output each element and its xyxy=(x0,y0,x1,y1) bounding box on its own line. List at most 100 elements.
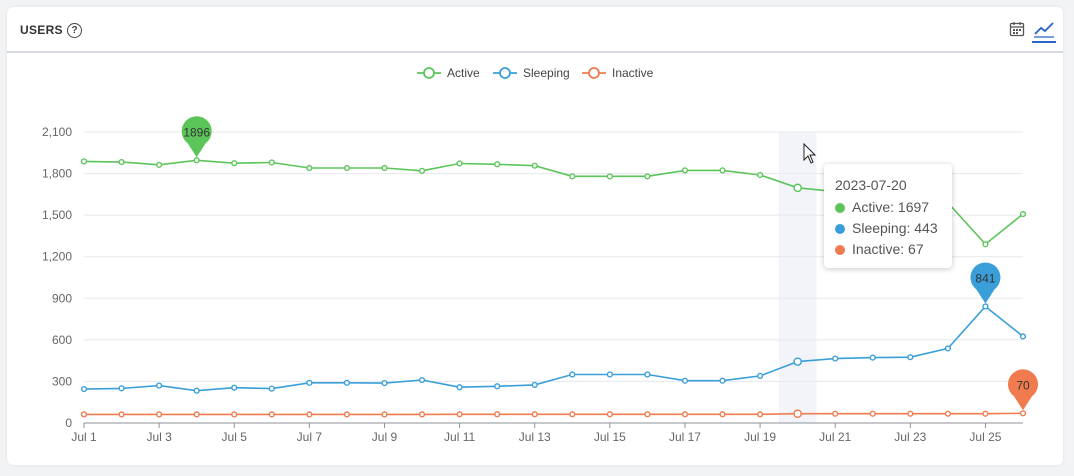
data-point-sleeping[interactable] xyxy=(80,385,88,393)
data-point-sleeping[interactable] xyxy=(756,372,764,379)
data-point-inactive[interactable] xyxy=(719,411,726,418)
calendar-icon[interactable] xyxy=(1009,21,1027,39)
data-point-inactive[interactable] xyxy=(418,411,426,418)
data-point-sleeping[interactable] xyxy=(832,355,839,362)
data-point-inactive[interactable] xyxy=(569,411,576,418)
max-pin-sleeping xyxy=(970,262,1001,304)
data-point-active[interactable] xyxy=(231,160,238,167)
data-point-sleeping[interactable] xyxy=(606,371,613,378)
data-point-inactive[interactable] xyxy=(306,411,313,418)
data-point-sleeping[interactable] xyxy=(118,385,125,392)
data-point-sleeping[interactable] xyxy=(456,384,463,391)
data-point-inactive[interactable] xyxy=(381,411,388,418)
data-point-sleeping[interactable] xyxy=(231,384,238,391)
data-point-active[interactable] xyxy=(118,158,125,166)
data-point-active[interactable] xyxy=(1019,210,1027,218)
chart-tooltip: 2023-07-20 Active: 1697 Sleeping: 443 In… xyxy=(824,164,952,268)
data-point-sleeping[interactable] xyxy=(306,379,313,386)
tooltip-row-sleeping: Sleeping: 443 xyxy=(835,220,938,238)
data-point-inactive[interactable] xyxy=(907,410,914,417)
data-point-inactive[interactable] xyxy=(193,411,200,418)
data-point-active[interactable] xyxy=(756,171,764,179)
tooltip-sleeping-label: Sleeping: 443 xyxy=(852,220,938,236)
legend-label-active[interactable]: Active xyxy=(447,66,480,80)
y-tick-label: 1,200 xyxy=(42,250,72,264)
data-point-active[interactable] xyxy=(719,167,726,174)
data-point-sleeping[interactable] xyxy=(381,379,388,387)
data-point-active[interactable] xyxy=(982,241,989,248)
data-point-sleeping[interactable] xyxy=(156,382,163,389)
data-point-inactive[interactable] xyxy=(944,410,951,417)
data-point-inactive[interactable] xyxy=(644,411,651,418)
data-point-sleeping[interactable] xyxy=(869,354,876,361)
help-icon[interactable]: ? xyxy=(67,23,82,38)
data-point-active[interactable] xyxy=(156,161,163,168)
data-point-sleeping[interactable] xyxy=(719,377,726,384)
hover-highlight-band xyxy=(778,132,817,423)
data-point-inactive[interactable] xyxy=(531,411,538,418)
data-point-sleeping[interactable] xyxy=(681,377,689,384)
max-pin-label-sleeping: 841 xyxy=(975,271,995,285)
data-point-active[interactable] xyxy=(569,173,576,180)
data-point-inactive[interactable] xyxy=(832,410,839,417)
data-point-sleeping[interactable] xyxy=(982,303,989,310)
legend-label-sleeping[interactable]: Sleeping xyxy=(523,66,570,80)
data-point-inactive[interactable] xyxy=(869,410,876,417)
series-line-sleeping xyxy=(83,305,1024,392)
data-point-active[interactable] xyxy=(343,164,351,172)
y-tick-label: 300 xyxy=(52,374,72,388)
inactive-dot-icon xyxy=(835,245,845,255)
legend-marker-inactive[interactable] xyxy=(588,67,600,79)
card-header: USERS ? xyxy=(7,7,1063,53)
data-point-inactive[interactable] xyxy=(231,411,238,418)
legend-label-inactive[interactable]: Inactive xyxy=(612,66,654,80)
data-point-inactive[interactable] xyxy=(681,411,689,418)
data-point-sleeping[interactable] xyxy=(644,371,651,378)
data-point-inactive[interactable] xyxy=(456,411,463,418)
data-point-active[interactable] xyxy=(644,173,651,180)
data-point-sleeping[interactable] xyxy=(1019,333,1027,340)
data-point-inactive[interactable] xyxy=(118,411,125,418)
data-point-active[interactable] xyxy=(456,160,463,167)
data-point-active[interactable] xyxy=(494,161,501,168)
data-point-inactive[interactable] xyxy=(343,411,351,418)
x-tick-label: Jul 23 xyxy=(894,430,926,444)
data-point-inactive[interactable] xyxy=(80,411,88,418)
data-point-active[interactable] xyxy=(531,162,538,169)
data-point-inactive[interactable] xyxy=(982,410,989,417)
data-point-sleeping[interactable] xyxy=(793,357,802,366)
data-point-active[interactable] xyxy=(381,164,388,172)
max-pin-label-active: 1896 xyxy=(183,125,210,139)
data-point-active[interactable] xyxy=(306,164,313,172)
card-title: USERS xyxy=(20,23,63,37)
data-point-active[interactable] xyxy=(80,158,88,165)
data-point-sleeping[interactable] xyxy=(418,376,426,384)
data-point-inactive[interactable] xyxy=(156,411,163,418)
data-point-inactive[interactable] xyxy=(1019,410,1027,417)
data-point-sleeping[interactable] xyxy=(268,385,275,392)
data-point-sleeping[interactable] xyxy=(944,345,951,352)
data-point-active[interactable] xyxy=(681,167,689,174)
data-point-active[interactable] xyxy=(606,173,613,180)
legend-marker-active[interactable] xyxy=(423,67,435,79)
x-tick-label: Jul 17 xyxy=(669,430,701,444)
line-chart-icon[interactable] xyxy=(1032,19,1056,43)
data-point-active[interactable] xyxy=(193,157,200,164)
data-point-active[interactable] xyxy=(793,183,802,193)
data-point-sleeping[interactable] xyxy=(494,383,501,390)
data-point-inactive[interactable] xyxy=(494,411,501,418)
data-point-sleeping[interactable] xyxy=(569,371,576,378)
data-point-sleeping[interactable] xyxy=(531,381,538,388)
tooltip-inactive-label: Inactive: 67 xyxy=(852,241,924,257)
data-point-inactive[interactable] xyxy=(793,409,802,419)
data-point-inactive[interactable] xyxy=(268,411,275,418)
legend-marker-sleeping[interactable] xyxy=(499,67,511,79)
data-point-active[interactable] xyxy=(418,167,426,174)
y-tick-label: 600 xyxy=(52,333,72,347)
data-point-inactive[interactable] xyxy=(606,411,613,418)
data-point-sleeping[interactable] xyxy=(907,354,914,361)
data-point-inactive[interactable] xyxy=(756,411,764,418)
data-point-active[interactable] xyxy=(268,159,275,166)
data-point-sleeping[interactable] xyxy=(343,379,351,386)
data-point-sleeping[interactable] xyxy=(193,387,200,394)
